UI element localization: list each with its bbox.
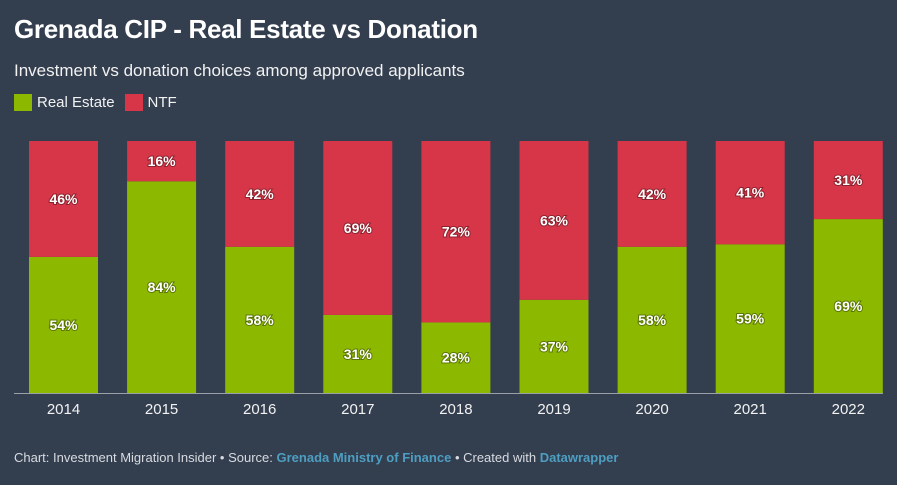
bar-real-estate-2015 [127,181,197,393]
chart-title: Grenada CIP - Real Estate vs Donation [14,14,478,44]
x-tick-label-2018: 2018 [439,401,472,418]
bar-ntf-2017 [323,141,393,315]
bar-label-real-estate-2022: 69% [834,298,863,314]
bar-label-ntf-2016: 42% [246,186,275,202]
datawrapper-link[interactable]: Datawrapper [539,450,619,465]
legend-label-ntf: NTF [147,94,177,111]
bar-ntf-2016 [225,141,295,247]
source-link[interactable]: Grenada Ministry of Finance [276,450,452,465]
bar-label-ntf-2021: 41% [736,185,765,201]
footer-created: • Created with [451,450,540,465]
x-axis-ticks: 2014 2015 2016 2017 2018 2019 2020 2021 2022 [47,401,865,418]
legend-label-real-estate: Real Estate [37,94,115,111]
bar-label-ntf-2022: 31% [834,172,863,188]
bar-label-real-estate-2016: 58% [246,312,275,328]
bar-ntf-2022 [813,141,883,220]
footer-credit: Chart: Investment Migration Insider • So… [14,450,277,465]
x-tick-label-2016: 2016 [243,401,276,418]
legend-item-real-estate: Real Estate [14,94,115,111]
x-tick-label-2019: 2019 [537,401,570,418]
bar-real-estate-2020 [617,246,687,393]
footer: Chart: Investment Migration Insider • So… [14,450,618,465]
bar-label-ntf-2020: 42% [638,186,667,202]
legend-item-ntf: NTF [124,94,177,111]
legend-swatch-ntf [124,94,143,111]
bar-label-ntf-2018: 72% [442,224,471,240]
bar-real-estate-2017 [323,314,393,393]
bar-ntf-2021 [715,141,785,245]
bar-label-real-estate-2020: 58% [638,312,667,328]
bar-ntf-2018 [421,141,491,323]
bar-ntf-2020 [617,141,687,247]
bar-ntf-2019 [519,141,589,300]
bar-label-real-estate-2021: 59% [736,311,765,327]
bar-ntf-2015 [127,141,197,182]
bar-label-ntf-2019: 63% [540,212,569,228]
chart-subtitle: Investment vs donation choices among app… [14,61,465,80]
bar-label-ntf-2014: 46% [49,191,78,207]
x-tick-label-2015: 2015 [145,401,178,418]
bar-label-real-estate-2017: 31% [344,346,373,362]
x-tick-label-2020: 2020 [635,401,668,418]
bar-label-real-estate-2015: 84% [148,279,177,295]
bar-label-real-estate-2014: 54% [49,317,78,333]
x-tick-label-2022: 2022 [832,401,865,418]
bar-label-real-estate-2019: 37% [540,338,569,354]
x-tick-label-2014: 2014 [47,401,80,418]
legend: Real Estate NTF [14,94,187,111]
bar-label-ntf-2017: 69% [344,220,373,236]
x-tick-label-2021: 2021 [734,401,767,418]
bars-group: 54% 46% 84% 16% 58% 42% 31% 69% 28% 72% 37% 63% 58% 4… [29,141,883,393]
bar-ntf-2014 [29,141,98,257]
bar-label-real-estate-2018: 28% [442,350,471,366]
legend-swatch-real-estate [14,94,32,111]
bar-real-estate-2016 [225,246,295,393]
bar-label-ntf-2015: 16% [148,153,177,169]
bar-real-estate-2019 [519,299,589,393]
bar-real-estate-2022 [813,219,883,393]
bar-real-estate-2014 [29,256,98,393]
bar-real-estate-2021 [715,244,785,393]
bar-real-estate-2018 [421,322,491,393]
x-tick-label-2017: 2017 [341,401,374,418]
